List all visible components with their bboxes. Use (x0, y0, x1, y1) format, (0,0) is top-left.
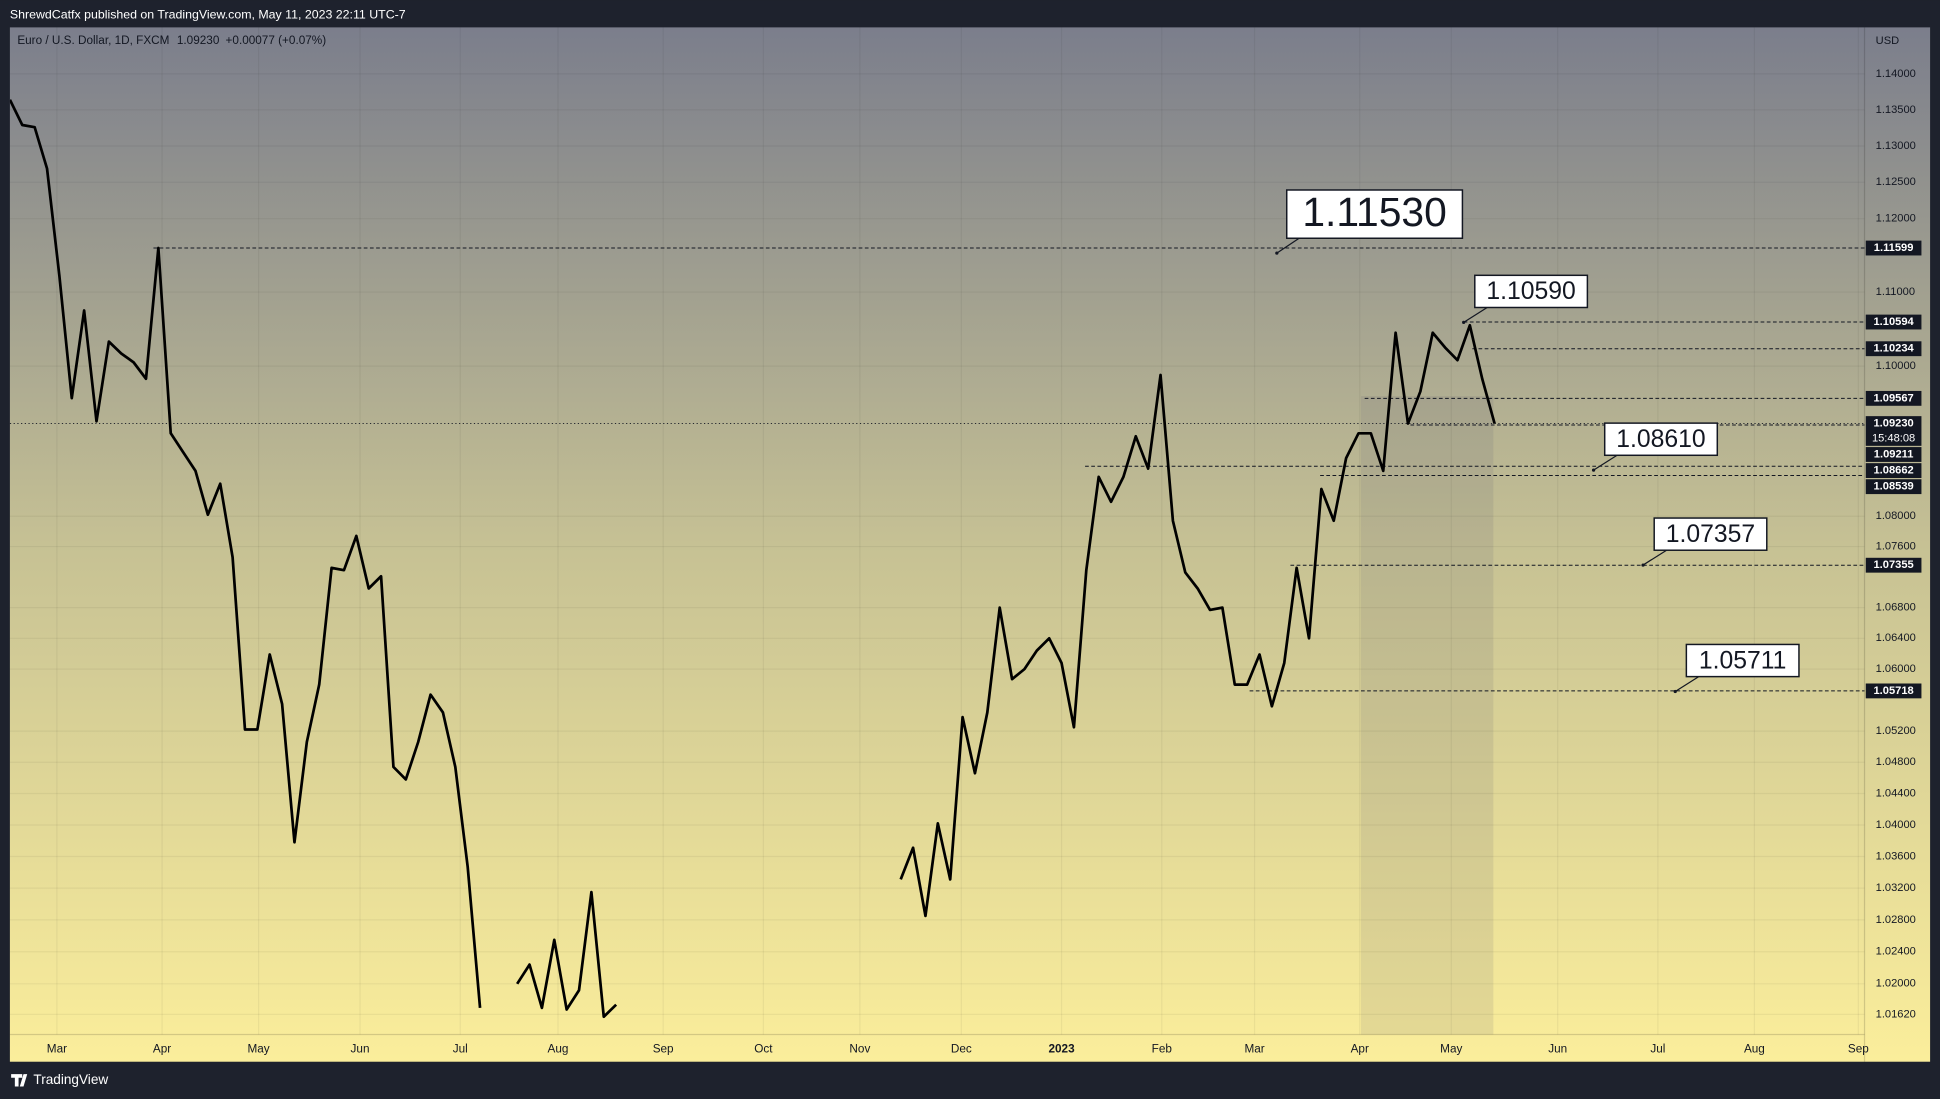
callout-pointer (1276, 237, 1300, 254)
price-label-box (1865, 314, 1922, 330)
price-label: 1.09230 (1873, 418, 1913, 430)
callout-label: 1.07357 (1666, 521, 1755, 548)
y-tick-label: 1.13500 (1876, 104, 1916, 116)
callout-anchor (1641, 563, 1645, 567)
x-tick-label: Nov (849, 1042, 870, 1055)
symbol: Euro / U.S. Dollar, 1D, FXCM (17, 34, 169, 47)
callout-box (1285, 189, 1464, 239)
price-label: 1.07355 (1873, 559, 1913, 571)
y-tick-label: 1.05200 (1876, 725, 1916, 737)
y-tick-label: 1.02000 (1876, 978, 1916, 990)
price-label-box (1865, 447, 1922, 462)
callout-box (1653, 517, 1768, 551)
y-tick-label: 1.07600 (1876, 541, 1916, 553)
x-tick-label: May (247, 1042, 269, 1055)
y-tick-label: 1.04000 (1876, 819, 1916, 831)
price-line (9, 99, 1496, 1019)
y-tick-label: 1.12500 (1876, 176, 1916, 188)
price-label: 1.09211 (1874, 448, 1914, 460)
x-tick-label: Jun (351, 1042, 370, 1055)
footer-logo (11, 1074, 28, 1087)
callout-box (1603, 422, 1719, 457)
callout-anchor (1275, 251, 1279, 255)
y-tick-label: 1.06000 (1876, 663, 1916, 675)
callout-anchor (1591, 468, 1596, 472)
y-tick-label: 1.13000 (1876, 140, 1916, 152)
publisher: ShrewdCatfx published on TradingView.com… (10, 7, 406, 21)
callout-box (1685, 643, 1800, 678)
callout-label: 1.11530 (1302, 189, 1447, 235)
price-label-box (1865, 416, 1922, 446)
y-tick-label: 1.06400 (1876, 632, 1916, 644)
price-label: 1.05718 (1873, 685, 1913, 697)
callout-label: 1.05711 (1699, 647, 1787, 674)
y-tick-label: 1.03600 (1876, 850, 1916, 862)
currency: USD (1876, 35, 1900, 47)
plot-area (9, 99, 1496, 1019)
footer-brand: TradingView (33, 1072, 108, 1087)
callout-pointer (1642, 549, 1667, 566)
callout-pointer (1463, 306, 1488, 323)
logo-icon (11, 1074, 28, 1087)
x-tick-label: Apr (153, 1042, 171, 1055)
y-tick-label: 1.14000 (1876, 68, 1916, 80)
price-label-box (1865, 240, 1922, 256)
countdown: 15:48:08 (1872, 432, 1915, 444)
price-label: 1.11599 (1874, 242, 1914, 254)
price-label-box (1865, 479, 1922, 495)
y-tick-label: 1.12000 (1876, 213, 1916, 225)
callout-anchor (1673, 689, 1677, 694)
x-tick-label: Sep (653, 1042, 674, 1055)
x-tick-label: May (1440, 1042, 1462, 1055)
x-tick-label: Sep (1848, 1042, 1869, 1055)
x-tick-label: Jun (1548, 1042, 1567, 1055)
header-last-price: 1.09230 (177, 34, 220, 47)
y-tick-label: 1.11000 (1876, 286, 1915, 298)
price-label-box (1865, 557, 1922, 573)
y-tick-label: 1.02800 (1876, 914, 1916, 926)
callout-pointer (1593, 454, 1618, 471)
callout-label: 1.10590 (1486, 278, 1575, 305)
x-tick-label: 2023 (1048, 1042, 1075, 1055)
price-label: 1.08539 (1873, 481, 1913, 493)
x-tick-label: Aug (548, 1042, 569, 1055)
callout-anchor (1462, 320, 1466, 324)
header-change: +0.00077 (+0.07%) (226, 34, 327, 47)
symbol-header: Euro / U.S. Dollar, 1D, FXCM 1.09230 +0.00… (17, 34, 326, 47)
y-tick-label: 1.06800 (1876, 602, 1916, 614)
x-tick-label: Aug (1744, 1042, 1765, 1055)
y-tick-label: 1.08000 (1876, 510, 1916, 522)
y-tick-label: 1.04400 (1876, 787, 1916, 799)
callout-label: 1.08610 (1616, 426, 1705, 453)
x-tick-label: Apr (1351, 1042, 1369, 1055)
x-tick-label: Dec (951, 1042, 972, 1055)
price-label: 1.08662 (1873, 465, 1913, 477)
x-tick-label: Mar (47, 1042, 67, 1055)
y-tick-label: 1.02400 (1876, 946, 1916, 958)
callout-pointer (1674, 676, 1700, 692)
x-tick-label: Mar (1244, 1042, 1264, 1055)
price-label-box (1865, 390, 1922, 406)
x-tick-label: Feb (1152, 1042, 1173, 1055)
chart-background (9, 27, 1931, 1062)
price-label-box (1865, 683, 1922, 699)
x-tick-label: Jul (1650, 1042, 1665, 1055)
y-tick-label: 1.03200 (1876, 882, 1916, 894)
y-tick-label: 1.10000 (1876, 360, 1916, 372)
price-label-box (1865, 463, 1922, 479)
callout-box (1474, 274, 1589, 309)
price-label: 1.09567 (1873, 392, 1913, 404)
y-tick-label: 1.01620 (1876, 1008, 1916, 1020)
y-tick-label: 1.04800 (1876, 756, 1916, 768)
price-label: 1.10234 (1873, 343, 1914, 355)
price-label-box (1865, 341, 1922, 357)
price-label: 1.10594 (1873, 316, 1914, 328)
x-tick-label: Jul (453, 1042, 468, 1055)
shaded-range (1360, 396, 1494, 1035)
x-tick-label: Oct (754, 1042, 773, 1055)
